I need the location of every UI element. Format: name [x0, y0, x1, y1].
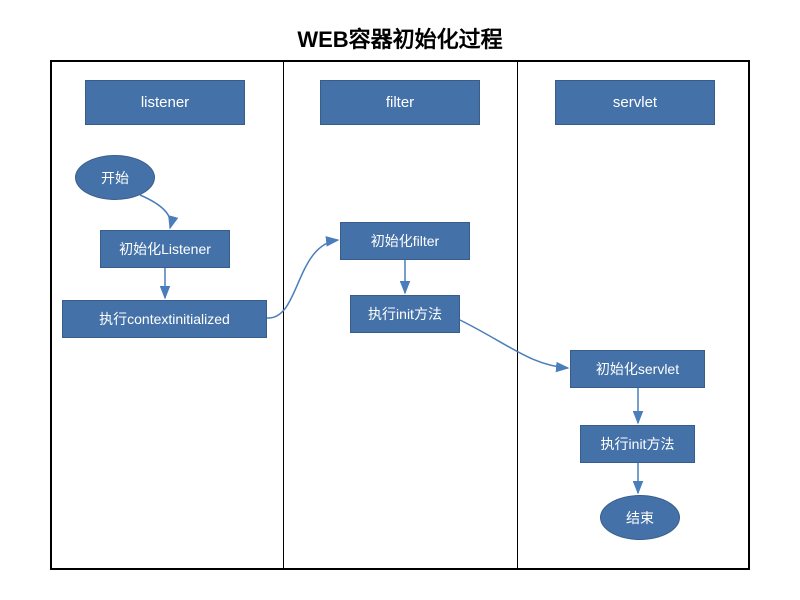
lane-header-servlet: servlet	[555, 80, 715, 125]
page-title: WEB容器初始化过程	[0, 22, 800, 54]
start-node: 开始	[75, 155, 155, 200]
lane-header-listener: listener	[85, 80, 245, 125]
node-exec-init-servlet: 执行init方法	[580, 425, 695, 463]
end-node: 结束	[600, 495, 680, 540]
diagram-canvas: WEB容器初始化过程 listener filter servlet 开始 结束…	[0, 0, 800, 600]
node-init-listener: 初始化Listener	[100, 230, 230, 268]
lane-divider-2	[517, 60, 518, 570]
node-init-servlet: 初始化servlet	[570, 350, 705, 388]
node-exec-init-filter: 执行init方法	[350, 295, 460, 333]
lane-header-filter: filter	[320, 80, 480, 125]
node-init-filter: 初始化filter	[340, 222, 470, 260]
node-exec-contextinitialized: 执行contextinitialized	[62, 300, 267, 338]
lane-divider-1	[283, 60, 284, 570]
